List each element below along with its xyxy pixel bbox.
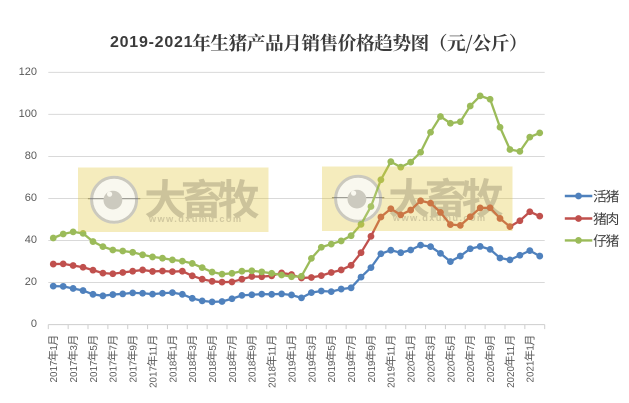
svg-text:11: 11 [506, 346, 517, 356]
svg-text:7: 7 [466, 345, 477, 350]
svg-text:2018: 2018 [168, 360, 179, 382]
svg-text:2019: 2019 [367, 361, 378, 383]
svg-text:2018: 2018 [188, 360, 199, 382]
svg-text:2017: 2017 [89, 361, 100, 383]
svg-text:2019: 2019 [387, 366, 398, 388]
svg-text:5: 5 [208, 345, 219, 351]
svg-text:2020: 2020 [486, 360, 497, 382]
svg-text:60: 60 [25, 192, 37, 204]
svg-text:2020: 2020 [466, 360, 477, 382]
svg-text:2019: 2019 [287, 361, 298, 383]
svg-text:1: 1 [526, 345, 537, 350]
svg-text:20: 20 [25, 276, 37, 288]
svg-text:2018: 2018 [248, 360, 259, 382]
svg-text:2020: 2020 [506, 366, 517, 388]
svg-text:5: 5 [446, 345, 457, 351]
svg-text:3: 3 [426, 345, 437, 351]
svg-text:40: 40 [25, 234, 37, 246]
svg-text:11: 11 [268, 346, 279, 356]
svg-text:100: 100 [19, 108, 37, 120]
svg-text:9: 9 [129, 345, 140, 350]
svg-text:2018: 2018 [268, 366, 279, 388]
svg-text:2020: 2020 [446, 360, 457, 382]
svg-text:www.dxumu.com: www.dxumu.com [392, 213, 487, 223]
svg-text:3: 3 [188, 345, 199, 351]
svg-text:11: 11 [148, 346, 159, 356]
svg-text:2021: 2021 [526, 361, 537, 383]
svg-text:9: 9 [248, 345, 259, 350]
svg-text:7: 7 [228, 345, 239, 350]
svg-text:2018: 2018 [228, 360, 239, 382]
svg-text:2019-2021: 2019-2021 [110, 34, 193, 51]
svg-text:0: 0 [31, 318, 37, 330]
svg-text:11: 11 [387, 346, 398, 356]
svg-text:3: 3 [307, 345, 318, 351]
svg-text:2017: 2017 [69, 361, 80, 383]
svg-text:3: 3 [69, 345, 80, 351]
svg-text:2017: 2017 [109, 361, 120, 383]
svg-text:2019: 2019 [347, 361, 358, 383]
svg-text:7: 7 [347, 345, 358, 350]
svg-text:1: 1 [49, 345, 60, 350]
svg-text:1: 1 [407, 345, 418, 350]
svg-text:9: 9 [486, 345, 497, 350]
svg-text:2019: 2019 [327, 361, 338, 383]
svg-text:2020: 2020 [426, 360, 437, 382]
svg-text:www.dxumu.com: www.dxumu.com [148, 214, 243, 224]
svg-text:2020: 2020 [407, 360, 418, 382]
svg-text:9: 9 [367, 345, 378, 350]
svg-text:2017: 2017 [148, 366, 159, 388]
svg-text:7: 7 [109, 345, 120, 350]
svg-text:80: 80 [25, 150, 37, 162]
svg-text:2018: 2018 [208, 360, 219, 382]
svg-text:5: 5 [327, 345, 338, 351]
svg-text:1: 1 [168, 345, 179, 350]
svg-text:2019: 2019 [307, 361, 318, 383]
svg-text:2017: 2017 [49, 361, 60, 383]
svg-text:2017: 2017 [129, 361, 140, 383]
svg-text:1: 1 [287, 345, 298, 350]
svg-text:120: 120 [19, 66, 37, 78]
svg-text:5: 5 [89, 345, 100, 351]
